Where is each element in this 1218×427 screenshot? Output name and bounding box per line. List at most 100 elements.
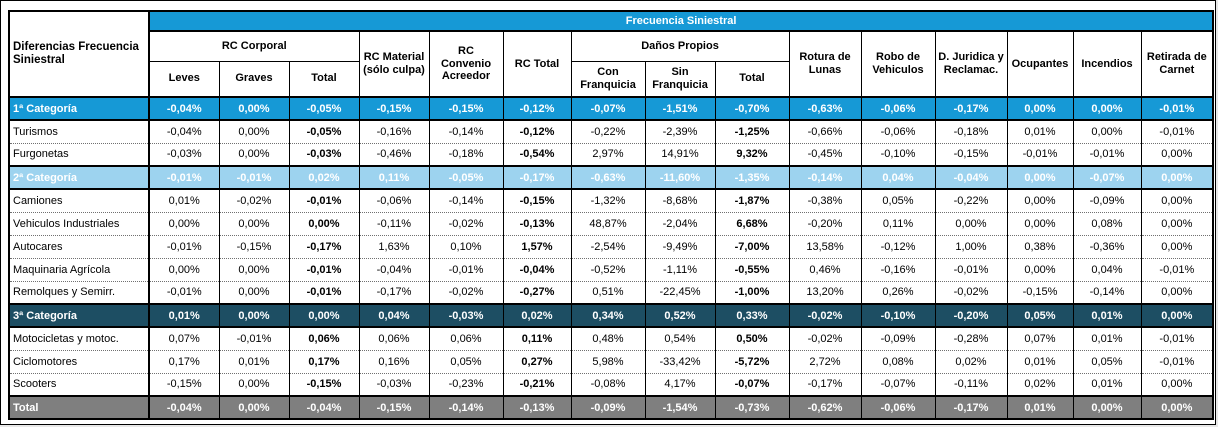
cell-value: 0,00%: [1006, 96, 1074, 121]
cell-value: 0,17%: [148, 350, 220, 374]
cell-value: -0,18%: [428, 143, 504, 167]
column-subheader: Total: [288, 60, 360, 98]
column-subheader: Sin Franquicia: [644, 60, 716, 98]
column-header: RC Total: [502, 30, 572, 98]
cell-value: 0,00%: [1140, 235, 1214, 259]
cell-value: -0,04%: [148, 395, 220, 420]
cell-value: 0,00%: [288, 212, 360, 236]
table-body: 1ª Categoría -0,04% 0,00% -0,05% -0,15% -0,15…: [8, 96, 1214, 420]
column-header: Rotura de Lunas: [788, 30, 862, 98]
row-label: Maquinaria Agrícola: [8, 258, 150, 282]
cell-value: -0,02%: [934, 281, 1008, 305]
cell-value: -0,02%: [788, 303, 862, 328]
cell-value: -0,16%: [860, 258, 936, 282]
cell-value: 0,05%: [860, 189, 936, 213]
cell-value: -0,05%: [288, 120, 360, 144]
table-row: 1ª Categoría -0,04% 0,00% -0,05% -0,15% -0,15…: [8, 96, 1214, 121]
cell-value: 1,57%: [502, 235, 572, 259]
cell-value: -0,01%: [218, 327, 290, 351]
cell-value: -0,01%: [288, 281, 360, 305]
cell-value: 0,00%: [1140, 395, 1214, 420]
table-header: Diferencias Frecuencia Siniestral Frecuen…: [8, 10, 1215, 98]
cell-value: -0,17%: [934, 395, 1008, 420]
cell-value: 0,02%: [1006, 373, 1074, 397]
cell-value: 0,01%: [1006, 120, 1074, 144]
row-label: 1ª Categoría: [8, 96, 150, 121]
table-row: Total -0,04% 0,00% -0,04% -0,15% -0,14% -0,13%…: [8, 395, 1214, 420]
cell-value: -1,51%: [644, 96, 716, 121]
cell-value: 1,63%: [358, 235, 430, 259]
cell-value: 0,46%: [788, 258, 862, 282]
cell-value: -0,73%: [714, 395, 790, 420]
cell-value: -0,02%: [218, 189, 290, 213]
cell-value: 0,00%: [1006, 212, 1074, 236]
cell-value: 0,00%: [1072, 96, 1142, 121]
table-row: Maquinaria Agrícola 0,00% 0,00% -0,01% -0,04…: [8, 258, 1214, 282]
cell-value: 0,07%: [148, 327, 220, 351]
cell-value: -0,17%: [358, 281, 430, 305]
cell-value: 2,72%: [788, 350, 862, 374]
cell-value: -0,01%: [1140, 258, 1214, 282]
cell-value: -0,01%: [1140, 96, 1214, 121]
table-row: Turismos -0,04% 0,00% -0,05% -0,16% -0,14% -0,…: [8, 120, 1214, 144]
cell-value: 0,00%: [1140, 165, 1214, 190]
table-row: 3ª Categoría 0,01% 0,00% 0,00% 0,04% -0,03% 0,…: [8, 303, 1214, 328]
cell-value: -0,04%: [934, 165, 1008, 190]
cell-value: 0,10%: [428, 235, 504, 259]
cell-value: 0,11%: [860, 212, 936, 236]
cell-value: -0,36%: [1072, 235, 1142, 259]
cell-value: -0,06%: [860, 96, 936, 121]
cell-value: 0,00%: [218, 143, 290, 167]
column-header: D. Juridica y Reclamac.: [934, 30, 1008, 98]
cell-value: -0,11%: [358, 212, 430, 236]
cell-value: 0,00%: [218, 281, 290, 305]
cell-value: -2,39%: [644, 120, 716, 144]
cell-value: 0,51%: [570, 281, 646, 305]
cell-value: -0,15%: [358, 395, 430, 420]
cell-value: 0,01%: [1006, 395, 1074, 420]
cell-value: -0,01%: [428, 258, 504, 282]
cell-value: 0,02%: [288, 165, 360, 190]
cell-value: -0,22%: [934, 189, 1008, 213]
cell-value: 2,97%: [570, 143, 646, 167]
table-row: Scooters -0,15% 0,00% -0,15% -0,03% -0,23% -0,…: [8, 373, 1214, 397]
cell-value: 0,00%: [1140, 143, 1214, 167]
cell-value: -0,15%: [502, 189, 572, 213]
cell-value: 0,06%: [358, 327, 430, 351]
cell-value: 0,06%: [428, 327, 504, 351]
cell-value: -1,87%: [714, 189, 790, 213]
cell-value: -1,35%: [714, 165, 790, 190]
cell-value: 0,06%: [288, 327, 360, 351]
cell-value: -0,17%: [288, 235, 360, 259]
row-label: Scooters: [8, 373, 150, 397]
cell-value: 0,01%: [218, 350, 290, 374]
cell-value: -0,07%: [570, 96, 646, 121]
cell-value: -0,38%: [788, 189, 862, 213]
cell-value: -0,15%: [934, 143, 1008, 167]
cell-value: 0,52%: [644, 303, 716, 328]
table-row: Autocares -0,01% -0,15% -0,17% 1,63% 0,10% 1,5…: [8, 235, 1214, 259]
cell-value: -0,12%: [502, 96, 572, 121]
cell-value: -0,03%: [428, 303, 504, 328]
cell-value: -0,03%: [358, 373, 430, 397]
cell-value: 0,08%: [1072, 212, 1142, 236]
cell-value: 0,00%: [1140, 373, 1214, 397]
cell-value: -33,42%: [644, 350, 716, 374]
cell-value: -0,17%: [934, 96, 1008, 121]
table-row: Motocicletas y motoc. 0,07% -0,01% 0,06% 0,0…: [8, 327, 1214, 351]
cell-value: 0,00%: [288, 303, 360, 328]
row-label: Camiones: [8, 189, 150, 213]
cell-value: 0,05%: [1072, 350, 1142, 374]
cell-value: 9,32%: [714, 143, 790, 167]
cell-value: -0,01%: [148, 165, 220, 190]
cell-value: -0,16%: [358, 120, 430, 144]
cell-value: 0,48%: [570, 327, 646, 351]
cell-value: -0,18%: [934, 120, 1008, 144]
cell-value: -8,68%: [644, 189, 716, 213]
cell-value: 0,01%: [148, 189, 220, 213]
cell-value: 0,01%: [148, 303, 220, 328]
cell-value: -0,12%: [502, 120, 572, 144]
cell-value: -0,45%: [788, 143, 862, 167]
cell-value: -0,15%: [218, 235, 290, 259]
